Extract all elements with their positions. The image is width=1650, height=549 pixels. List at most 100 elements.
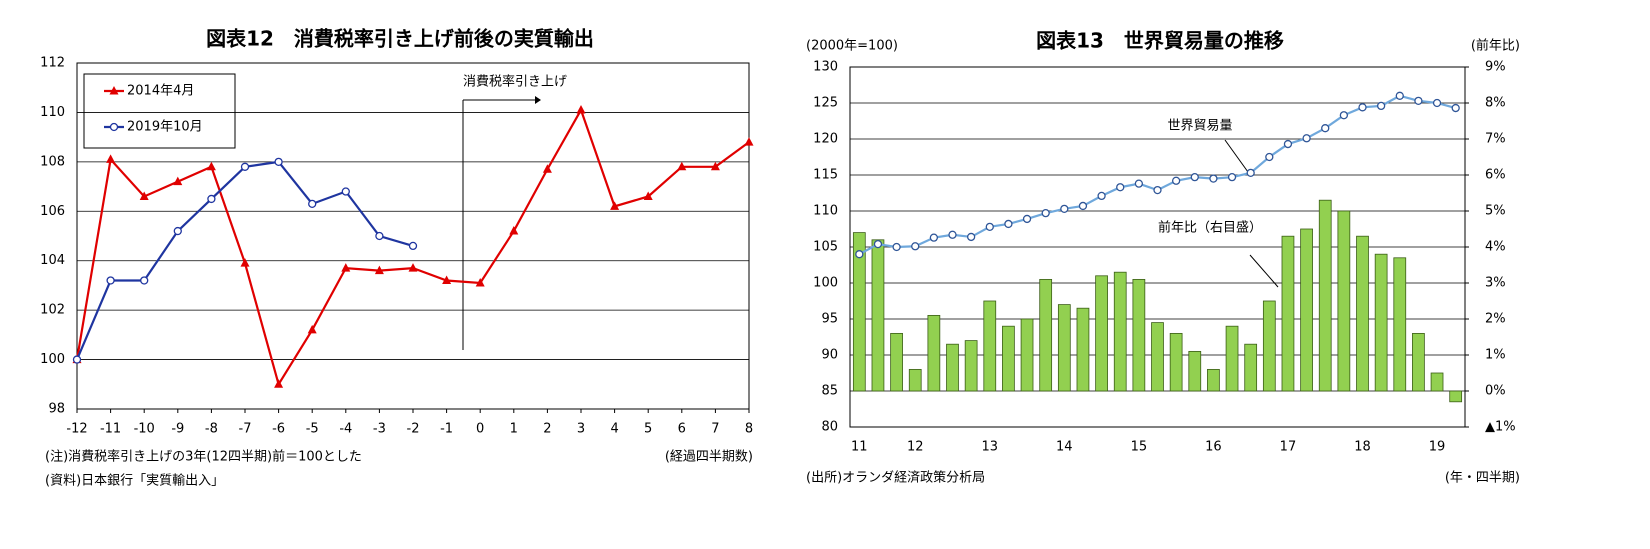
marker [109, 122, 119, 132]
marker [308, 199, 317, 209]
marker [1041, 209, 1050, 218]
bar [1113, 271, 1127, 392]
marker [985, 222, 994, 231]
x-tick-label: 3 [577, 422, 585, 437]
y-tick-label: 105 [813, 240, 838, 255]
marker [475, 277, 485, 287]
bar [964, 340, 978, 392]
bar [852, 232, 866, 392]
bar [1430, 372, 1444, 392]
marker [1376, 101, 1386, 111]
bar [983, 300, 997, 392]
x-tick-label: 12 [907, 440, 924, 455]
marker [442, 275, 452, 284]
marker [1171, 176, 1181, 185]
x-tick-label: -6 [272, 422, 285, 437]
plot-frame [76, 62, 750, 410]
y2-tick-label: 2% [1485, 312, 1506, 327]
marker [408, 263, 418, 272]
y2-tick-label: ▲1% [1485, 420, 1516, 435]
marker [1451, 103, 1460, 113]
x-tick-label: 19 [1429, 440, 1446, 455]
chart-title: 図表12 消費税率引き上げ前後の実質輸出 [206, 27, 594, 51]
legend-label: 2019年10月 [127, 120, 203, 135]
y-tick-label: 125 [813, 96, 838, 111]
x-tick-label: 2 [543, 422, 551, 437]
marker [240, 162, 250, 171]
y2-tick-label: 8% [1485, 96, 1506, 111]
x-tick-label: -11 [100, 422, 121, 437]
marker [274, 379, 284, 388]
marker [873, 239, 883, 249]
bar [1225, 325, 1239, 392]
x-axis-label: (年・四半期) [1445, 471, 1520, 486]
bar [1281, 235, 1295, 392]
bar [1449, 390, 1463, 403]
y2-axis-label: (前年比) [1471, 38, 1520, 54]
marker [1432, 98, 1442, 108]
marker [1190, 173, 1199, 182]
marker [855, 250, 864, 259]
x-tick-label: 4 [610, 422, 618, 437]
bar [1039, 278, 1053, 392]
bar [1169, 332, 1183, 392]
legend-label: 2014年4月 [127, 84, 194, 99]
note: (資料)日本銀行「実質輸出入」 [45, 473, 224, 489]
bar [1188, 350, 1202, 392]
y-tick-label: 100 [813, 276, 838, 291]
y-tick-label: 106 [40, 204, 65, 219]
y-tick-label: 110 [40, 105, 65, 120]
marker [139, 191, 149, 200]
x-tick-label: 5 [644, 422, 652, 437]
x-tick-label: 16 [1205, 440, 1222, 455]
bar [1207, 368, 1220, 392]
x-tick-label: 14 [1056, 440, 1073, 455]
x-axis-label: (経過四半期数) [665, 450, 753, 465]
bar [1356, 235, 1369, 392]
marker [948, 230, 957, 239]
marker [1283, 139, 1293, 149]
y-tick-label: 85 [821, 384, 838, 399]
marker [341, 263, 351, 272]
marker [1321, 124, 1330, 133]
bar [1374, 253, 1388, 392]
bar [871, 239, 885, 392]
marker [509, 226, 519, 235]
marker [307, 324, 317, 334]
marker [1339, 111, 1349, 120]
x-tick-label: 18 [1354, 440, 1371, 455]
y2-tick-label: 4% [1485, 240, 1506, 255]
bar [1393, 257, 1407, 392]
marker [892, 242, 901, 252]
marker [207, 194, 216, 204]
marker [408, 241, 418, 251]
bar [1244, 343, 1258, 392]
bar [946, 343, 959, 392]
marker [643, 191, 653, 200]
marker [1265, 152, 1274, 162]
x-tick-label: -7 [239, 422, 252, 437]
y-tick-label: 130 [813, 60, 838, 75]
marker [106, 276, 115, 285]
marker [1022, 214, 1032, 224]
marker [1246, 168, 1255, 177]
y2-tick-label: 3% [1485, 276, 1506, 291]
y-tick-label: 110 [813, 204, 838, 219]
x-tick-label: -4 [339, 422, 352, 437]
marker [106, 154, 116, 163]
marker [240, 258, 250, 267]
x-tick-label: -12 [66, 422, 87, 437]
bar [1318, 199, 1332, 392]
y2-tick-label: 5% [1485, 204, 1506, 219]
marker [1060, 204, 1069, 213]
marker [1227, 173, 1237, 182]
bar [890, 332, 903, 392]
marker [677, 161, 687, 171]
bar [1151, 322, 1164, 392]
series-label: 世界貿易量 [1167, 119, 1232, 134]
leader-line [1224, 139, 1249, 173]
y-tick-label: 115 [813, 168, 838, 183]
y-tick-label: 104 [40, 253, 65, 268]
x-tick-label: 15 [1131, 440, 1148, 455]
